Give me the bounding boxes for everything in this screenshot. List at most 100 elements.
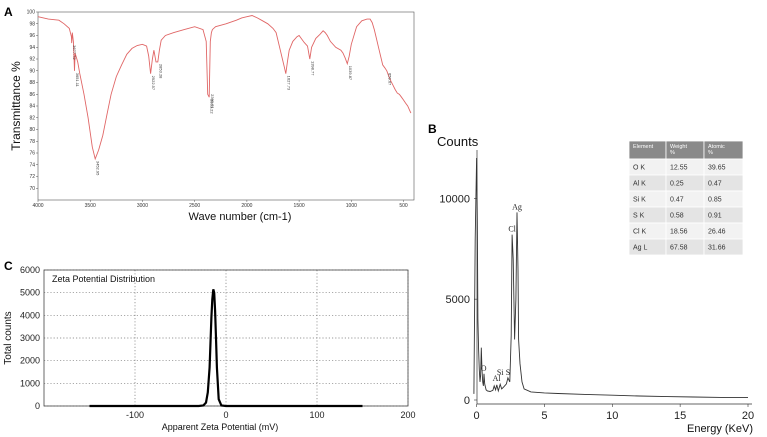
ftir-peak-label: 1039.87 bbox=[348, 66, 353, 81]
eds-table-cell-text: 12.55 bbox=[670, 165, 688, 172]
ftir-y-tick-label: 92 bbox=[29, 57, 35, 63]
eds-table-cell-text: Al K bbox=[633, 181, 646, 188]
ftir-y-tick-label: 74 bbox=[29, 162, 35, 168]
ftir-y-tick-label: 88 bbox=[29, 80, 35, 86]
eds-y-ticks: 0 5000 10000 bbox=[439, 193, 477, 407]
zeta-y-tick-label: 3000 bbox=[20, 333, 40, 343]
ftir-x-axis-label: Wave number (cm-1) bbox=[189, 211, 292, 223]
ftir-y-tick-label: 78 bbox=[29, 139, 35, 145]
ftir-y-tick-label: 100 bbox=[27, 10, 36, 16]
zeta-x-tick-label: 0 bbox=[223, 410, 228, 420]
eds-peak-label: Ag bbox=[512, 202, 522, 211]
ftir-peak-label: 2360.71 bbox=[210, 94, 215, 109]
ftir-y-tick-label: 70 bbox=[29, 186, 35, 192]
eds-table-cell-text: 0.85 bbox=[708, 197, 722, 204]
eds-spectrum-line bbox=[473, 157, 749, 399]
eds-peak-label: Cl bbox=[508, 225, 516, 234]
eds-table-cell-text: 0.47 bbox=[670, 197, 684, 204]
zeta-x-tick-label: -100 bbox=[126, 410, 144, 420]
eds-table-cell-text: 67.58 bbox=[670, 245, 688, 252]
ftir-y-tick-label: 94 bbox=[29, 45, 35, 51]
zeta-grid bbox=[44, 269, 409, 407]
eds-table-cell-text: 26.46 bbox=[708, 229, 726, 236]
ftir-peak-label: 1627.73 bbox=[286, 76, 291, 91]
ftir-x-tick-label: 1000 bbox=[346, 203, 357, 209]
panel-b-letter: B bbox=[428, 122, 437, 136]
ftir-y-tick-label: 90 bbox=[29, 68, 35, 74]
eds-peak-label: Si bbox=[497, 368, 504, 377]
zeta-x-tick-label: 200 bbox=[400, 410, 415, 420]
ftir-y-axis-label: Transmittance % bbox=[9, 61, 23, 151]
ftir-y-tick-label: 84 bbox=[29, 104, 35, 110]
ftir-x-tick-label: 2500 bbox=[189, 203, 200, 209]
eds-y-tick-label: 5000 bbox=[446, 294, 470, 306]
eds-table-header-text: Element bbox=[633, 144, 654, 150]
ftir-chart: 4000 3500 3000 2500 2000 1500 1000 500 70 72 74 76… bbox=[9, 10, 415, 223]
zeta-y-tick-label: 4000 bbox=[20, 310, 40, 320]
eds-y-tick-label: 0 bbox=[464, 395, 470, 407]
eds-x-tick-label: 15 bbox=[674, 410, 686, 422]
ftir-spectrum-line bbox=[37, 15, 412, 161]
ftir-peak-label: 3677.72 bbox=[72, 45, 77, 60]
zeta-y-tick-label: 6000 bbox=[20, 265, 40, 275]
eds-x-axis-label: Energy (KeV) bbox=[687, 423, 753, 435]
zeta-y-axis-label: Total counts bbox=[3, 311, 14, 364]
eds-peak-label: Al bbox=[493, 374, 502, 383]
eds-table-cell bbox=[703, 238, 744, 256]
ftir-peak-label: 659.67 bbox=[387, 73, 392, 86]
zeta-x-tick-label: 100 bbox=[309, 410, 324, 420]
eds-table-header-text: Atomic bbox=[708, 144, 725, 150]
zeta-y-tick-label: 2000 bbox=[20, 356, 40, 366]
ftir-y-tick-label: 86 bbox=[29, 92, 35, 98]
ftir-y-tick-label: 96 bbox=[29, 33, 35, 39]
zeta-x-ticks: -100 0 100 200 bbox=[126, 410, 416, 420]
ftir-x-ticks: 4000 3500 3000 2500 2000 1500 1000 500 bbox=[32, 200, 408, 209]
ftir-peak-label: 3651.11 bbox=[75, 73, 80, 88]
eds-table-cell-text: 31.66 bbox=[708, 245, 726, 252]
zeta-title: Zeta Potential Distribution bbox=[52, 274, 155, 284]
eds-table-cell-text: Ag L bbox=[633, 245, 648, 252]
zeta-y-ticks: 0 1000 2000 3000 4000 5000 6000 bbox=[20, 265, 40, 411]
eds-x-tick-label: 5 bbox=[541, 410, 547, 422]
ftir-x-tick-label: 4000 bbox=[32, 203, 43, 209]
eds-table-cell-text: 18.56 bbox=[670, 229, 688, 236]
eds-table-cell-text: S K bbox=[633, 213, 645, 220]
ftir-x-tick-label: 3000 bbox=[137, 203, 148, 209]
panel-a-letter: A bbox=[4, 5, 13, 19]
ftir-y-tick-label: 80 bbox=[29, 127, 35, 133]
ftir-peak-label: 2853.28 bbox=[158, 64, 163, 79]
zeta-chart: -100 0 100 200 0 1000 2000 3000 4000 5000 6000 Ze… bbox=[3, 265, 416, 432]
zeta-y-tick-label: 1000 bbox=[20, 378, 40, 388]
eds-table-cell-text: 39.65 bbox=[708, 165, 726, 172]
ftir-y-tick-label: 82 bbox=[29, 115, 35, 121]
eds-table-cell-text: 0.25 bbox=[670, 181, 684, 188]
ftir-y-tick-label: 72 bbox=[29, 174, 35, 180]
eds-x-ticks: 0 5 10 15 20 bbox=[474, 404, 754, 422]
ftir-peak-label: 3452.95 bbox=[96, 161, 101, 176]
eds-x-tick-label: 0 bbox=[474, 410, 480, 422]
ftir-plot-frame bbox=[37, 11, 415, 201]
ftir-peak-label: 2922.57 bbox=[151, 76, 156, 91]
ftir-y-ticks: 70 72 74 76 78 80 82 84 86 88 90 92 94 96 98 100 bbox=[27, 10, 38, 192]
ftir-peak-label: 1398.77 bbox=[310, 61, 315, 76]
eds-x-tick-label: 20 bbox=[742, 410, 754, 422]
zeta-y-tick-label: 5000 bbox=[20, 288, 40, 298]
eds-y-tick-label: 10000 bbox=[439, 193, 470, 205]
eds-table-header-text: % bbox=[670, 150, 675, 156]
eds-table-cell-text: O K bbox=[633, 165, 645, 172]
ftir-peak-label: 2361.22 bbox=[210, 99, 215, 114]
eds-table-cell-text: 0.58 bbox=[670, 213, 684, 220]
ftir-y-tick-label: 98 bbox=[29, 21, 35, 27]
eds-title: Counts bbox=[437, 134, 479, 149]
eds-table-header-text: Weight bbox=[670, 144, 687, 150]
ftir-x-tick-label: 500 bbox=[399, 203, 408, 209]
ftir-x-tick-label: 3500 bbox=[85, 203, 96, 209]
eds-peak-label: S bbox=[506, 368, 510, 377]
eds-table-cell-text: Cl K bbox=[633, 229, 647, 236]
eds-x-tick-label: 10 bbox=[606, 410, 618, 422]
eds-table-cell-text: 0.91 bbox=[708, 213, 722, 220]
